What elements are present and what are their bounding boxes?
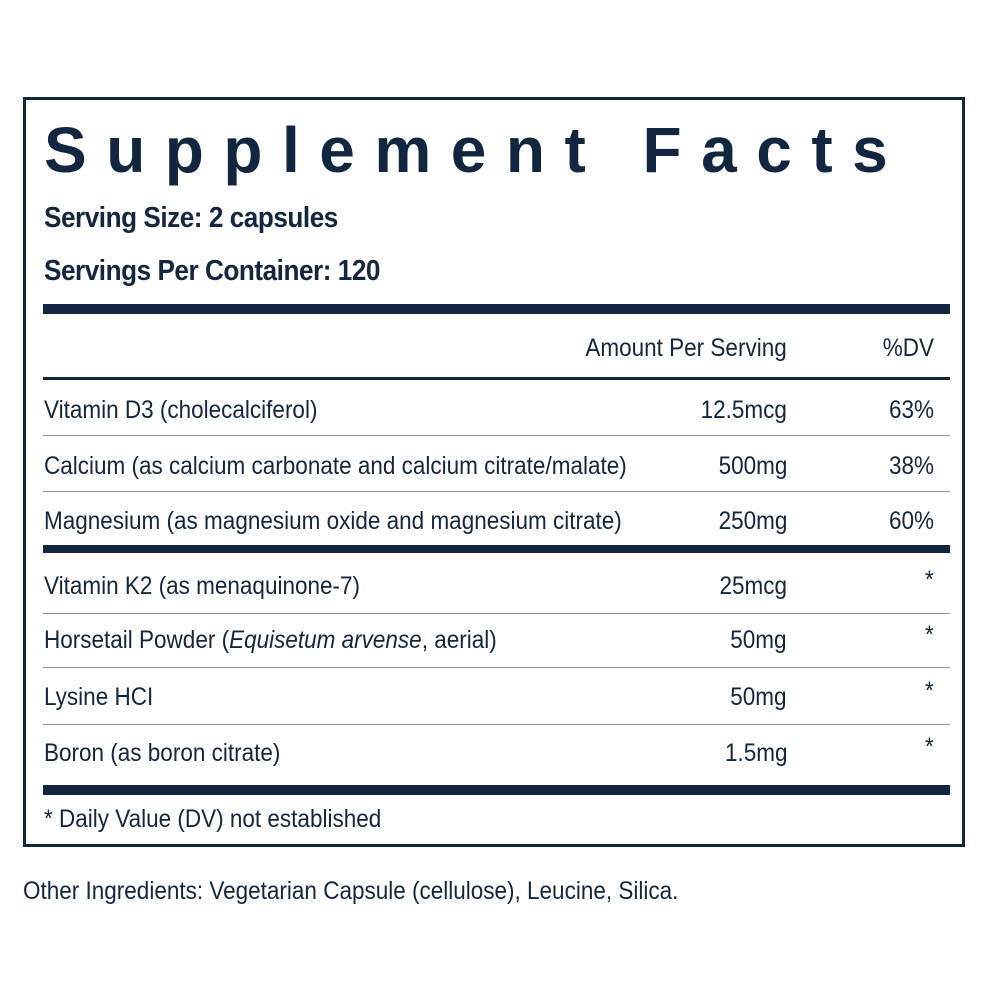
row-divider: [43, 435, 950, 436]
row-divider: [43, 491, 950, 492]
row-divider: [43, 724, 950, 725]
header-dv: %DV: [882, 334, 934, 362]
supplement-facts-panel: Supplement Facts Serving Size: 2 capsule…: [23, 97, 965, 847]
nutrient-amount: 50mg: [730, 683, 787, 711]
nutrient-amount: 250mg: [718, 507, 787, 535]
servings-per-container: Servings Per Container: 120: [44, 255, 380, 287]
nutrient-name: Boron (as boron citrate): [44, 739, 281, 767]
nutrient-dv: 60%: [888, 507, 934, 535]
nutrient-name-prefix: Horsetail Powder (: [44, 626, 230, 654]
nutrient-amount: 25mcg: [719, 572, 787, 600]
panel-title: Supplement Facts: [44, 114, 908, 186]
nutrient-dv: 63%: [888, 396, 934, 424]
row-divider: [43, 667, 950, 668]
header-amount: Amount Per Serving: [585, 334, 787, 362]
nutrient-latin-name: Equisetum arvense: [229, 626, 422, 654]
nutrient-dv: *: [925, 566, 934, 594]
nutrient-name: Vitamin D3 (cholecalciferol): [44, 396, 318, 424]
thick-divider-bottom: [43, 785, 950, 795]
header-divider: [43, 377, 950, 380]
row-divider: [43, 613, 950, 614]
nutrient-name: Horsetail Powder (Equisetum arvense, aer…: [44, 625, 497, 655]
footnote: * Daily Value (DV) not established: [44, 805, 382, 833]
other-ingredients: Other Ingredients: Vegetarian Capsule (c…: [23, 877, 679, 905]
thick-divider-top: [43, 304, 950, 314]
nutrient-amount: 12.5mcg: [700, 396, 787, 424]
thick-divider-middle: [43, 545, 950, 553]
nutrient-dv: 38%: [888, 452, 934, 480]
nutrient-amount: 500mg: [718, 452, 787, 480]
nutrient-name: Vitamin K2 (as menaquinone-7): [44, 572, 361, 600]
serving-size: Serving Size: 2 capsules: [44, 202, 338, 234]
nutrient-dv: *: [925, 621, 934, 649]
nutrient-name: Magnesium (as magnesium oxide and magnes…: [44, 507, 622, 535]
nutrient-name: Lysine HCI: [44, 683, 154, 711]
nutrient-amount: 50mg: [730, 626, 787, 654]
nutrient-name-suffix: , aerial): [421, 626, 497, 654]
nutrient-name: Calcium (as calcium carbonate and calciu…: [44, 452, 627, 480]
nutrient-dv: *: [925, 677, 934, 705]
nutrient-amount: 1.5mg: [724, 739, 787, 767]
nutrient-dv: *: [925, 733, 934, 761]
